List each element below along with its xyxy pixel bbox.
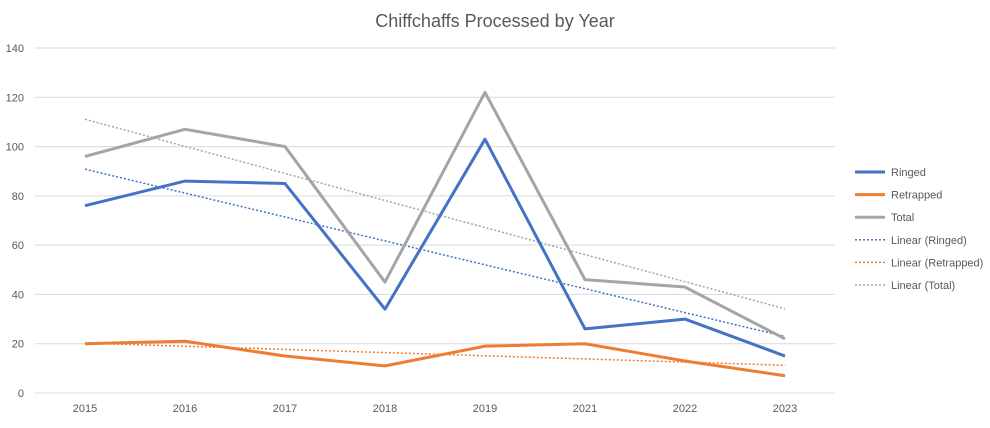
y-tick-label: 100 (6, 142, 24, 154)
trendline-ringed (84, 168, 786, 338)
y-tick-label: 20 (12, 339, 24, 351)
x-tick-label: 2018 (373, 403, 397, 415)
x-tick-label: 2015 (73, 403, 97, 415)
legend-label: Retrapped (891, 190, 942, 202)
x-tick-label: 2023 (773, 403, 797, 415)
chart-title: Chiffchaffs Processed by Year (375, 11, 614, 31)
x-tick-label: 2022 (673, 403, 697, 415)
y-tick-label: 120 (6, 92, 24, 104)
legend-label: Linear (Ringed) (891, 235, 967, 247)
y-tick-label: 60 (12, 240, 24, 252)
legend-label: Linear (Total) (891, 280, 955, 292)
y-tick-label: 80 (12, 191, 24, 203)
y-tick-label: 0 (18, 388, 24, 400)
x-tick-label: 2021 (573, 403, 597, 415)
x-tick-label: 2019 (473, 403, 497, 415)
y-tick-label: 40 (12, 289, 24, 301)
trendline-total (84, 118, 786, 310)
x-tick-label: 2017 (273, 403, 297, 415)
series-line-total (84, 90, 786, 341)
legend-label: Linear (Retrapped) (891, 257, 983, 269)
x-tick-label: 2016 (173, 403, 197, 415)
y-tick-label: 140 (6, 43, 24, 55)
legend-label: Ringed (891, 167, 926, 179)
series-line-retrapped (84, 339, 786, 378)
legend-label: Total (891, 212, 914, 224)
series-line-ringed (84, 137, 786, 358)
trendline-retrapped (84, 342, 786, 367)
